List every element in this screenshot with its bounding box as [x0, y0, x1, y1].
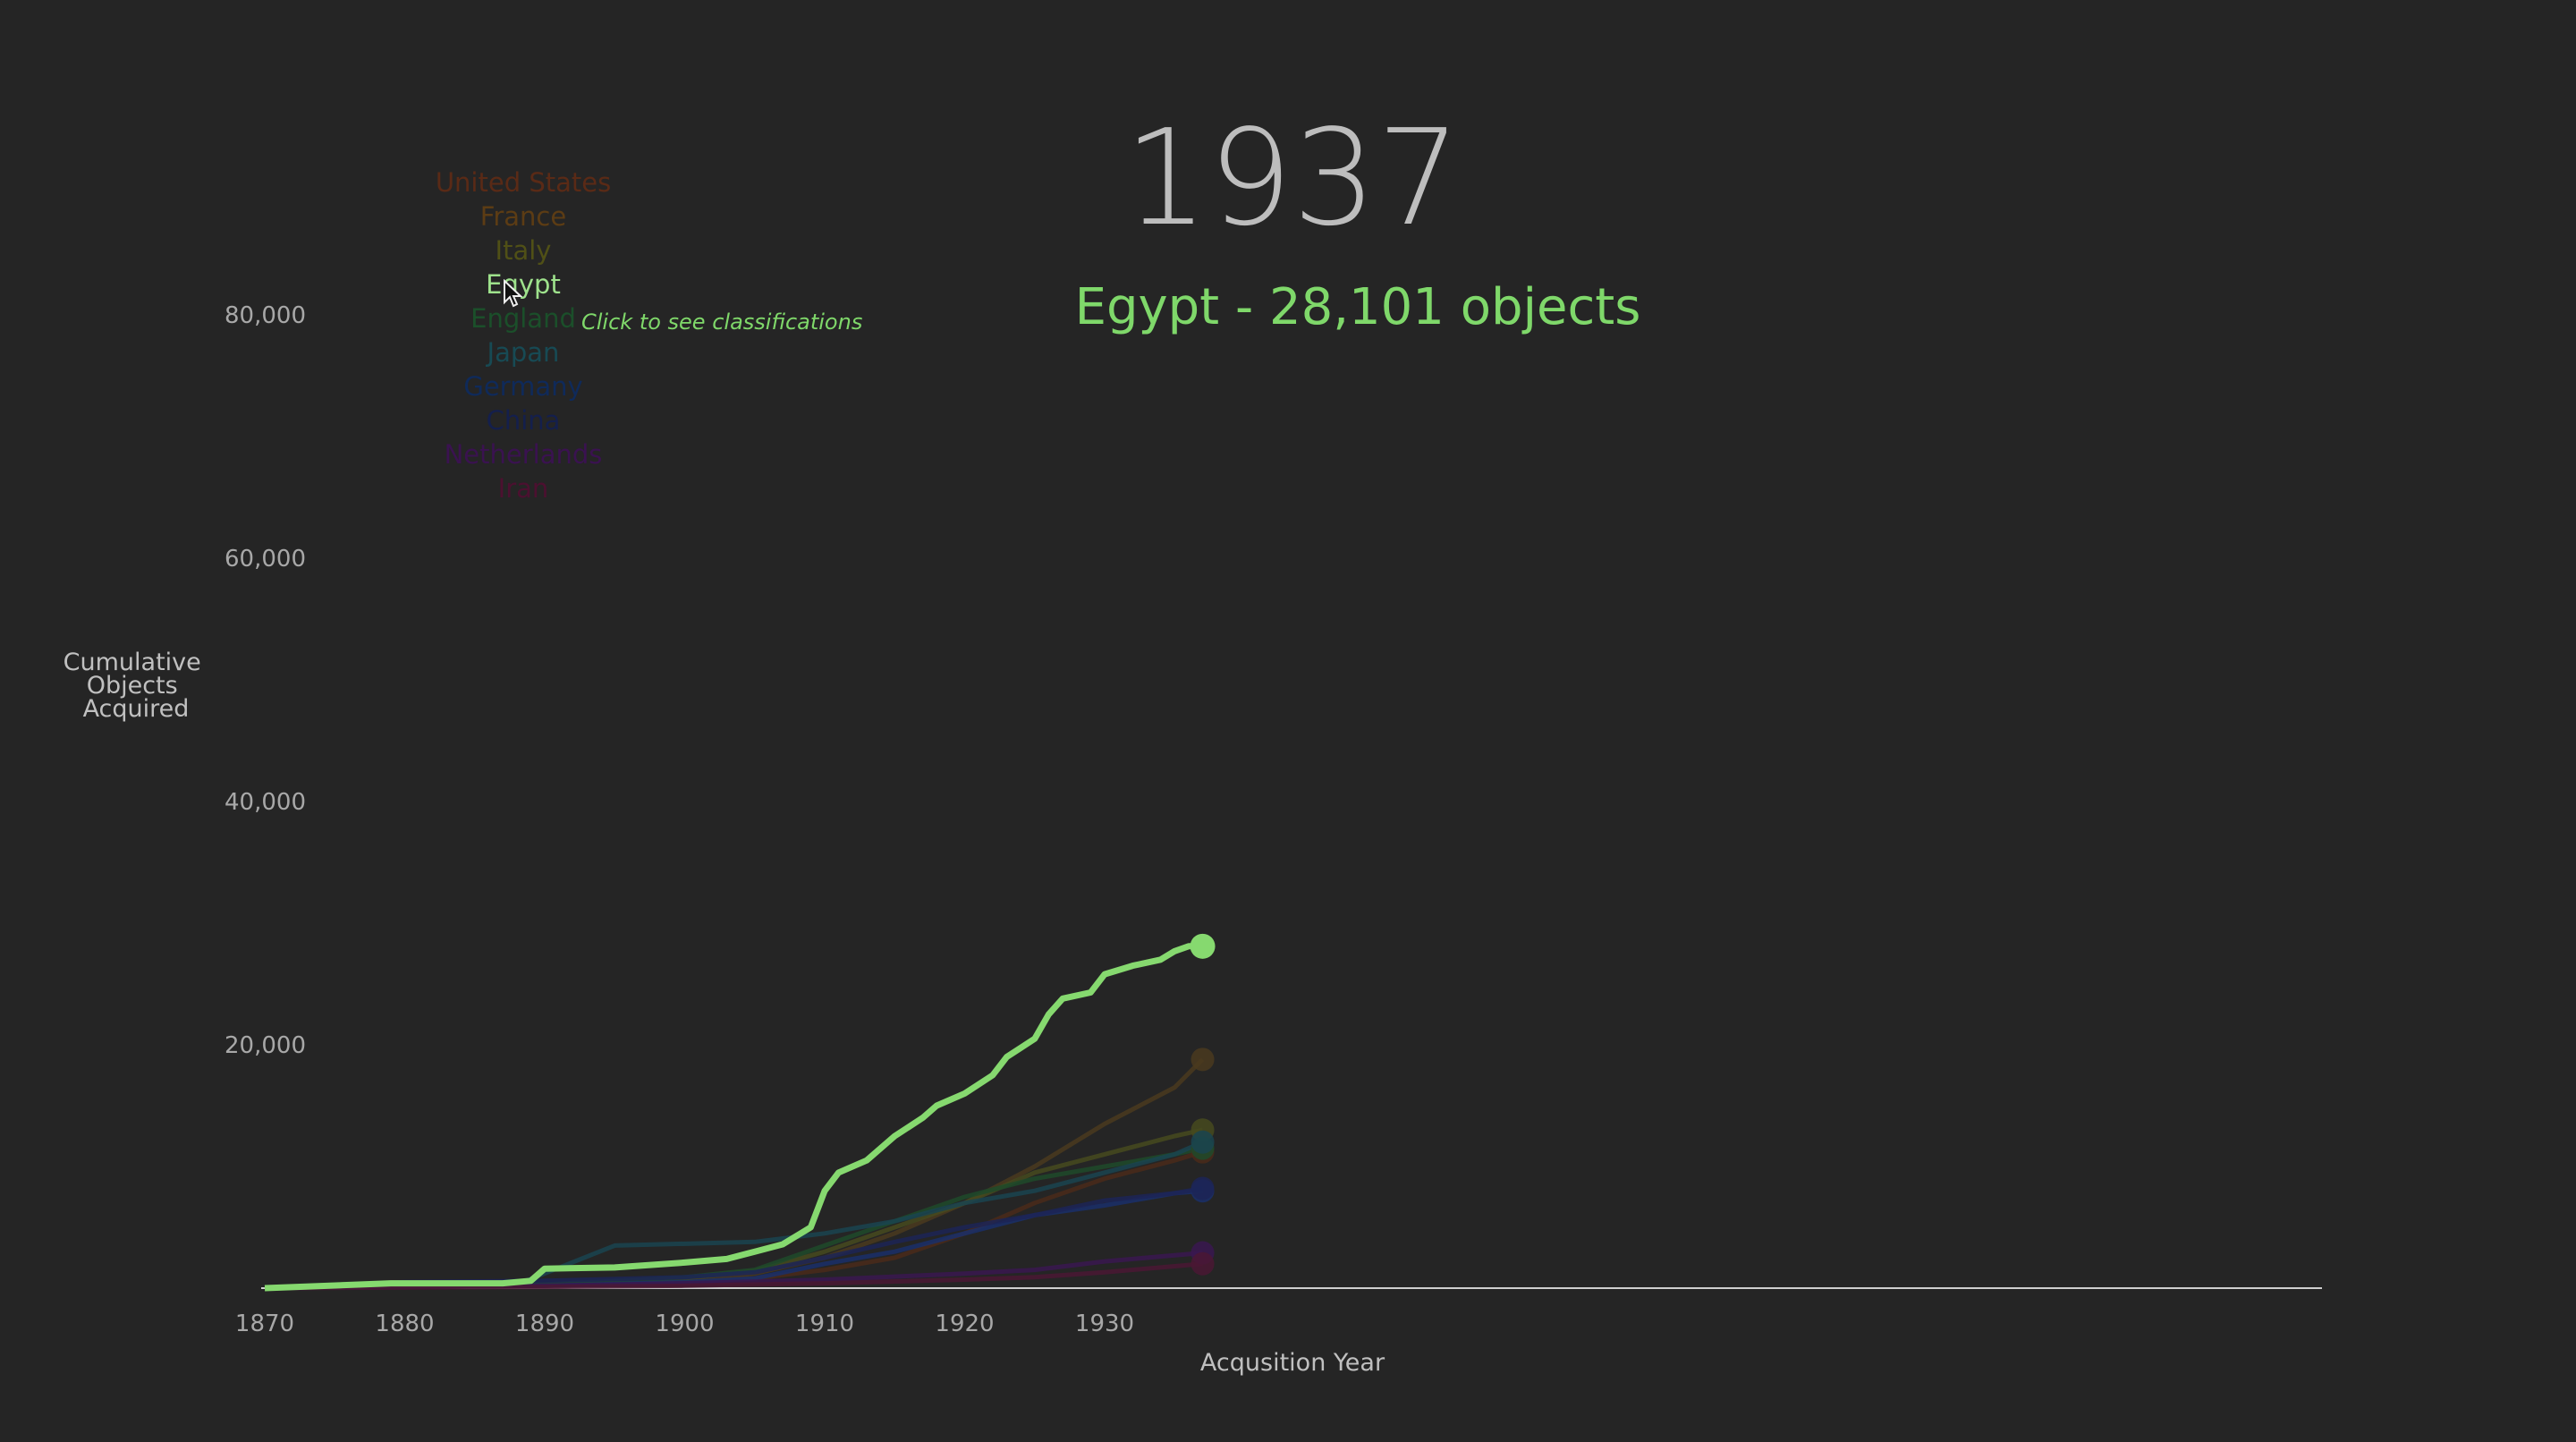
x-tick-label: 1910: [795, 1311, 854, 1337]
series-line-japan[interactable]: [264, 1140, 1204, 1291]
legend-item-england[interactable]: England: [470, 303, 576, 334]
series-end-marker[interactable]: [1191, 1251, 1215, 1276]
y-axis: 20,000 40,000 60,000 80,000: [225, 302, 306, 1059]
y-tick-label: 40,000: [225, 789, 306, 816]
series-end-marker[interactable]: [1191, 1176, 1215, 1200]
legend-item-germany[interactable]: Germany: [463, 371, 583, 402]
country-legend: United States France Italy Egypt England Japa…: [420, 165, 626, 505]
x-axis: 1870 1880 1890 1900 1910 1920 1930: [235, 1287, 2322, 1337]
legend-item-china[interactable]: China: [486, 405, 561, 436]
series-end-marker[interactable]: [1191, 1130, 1215, 1154]
legend-item-japan[interactable]: Japan: [487, 337, 560, 368]
x-tick-label: 1930: [1075, 1311, 1134, 1337]
legend-item-iran[interactable]: Iran: [497, 473, 549, 504]
x-tick-label: 1900: [655, 1311, 714, 1337]
series-end-marker[interactable]: [1191, 1048, 1215, 1072]
y-tick-label: 80,000: [225, 302, 306, 329]
legend-item-egypt[interactable]: Egypt: [486, 269, 561, 300]
x-tick-label: 1870: [235, 1311, 294, 1337]
x-tick-label: 1880: [375, 1311, 434, 1337]
y-axis-label-line: Objects: [87, 672, 178, 700]
series-line-egypt[interactable]: [264, 943, 1203, 1292]
legend-item-united-states[interactable]: United States: [435, 167, 612, 198]
legend-item-france[interactable]: France: [479, 201, 567, 232]
legend-hint: Click to see classifications: [581, 310, 863, 335]
x-tick-label: 1890: [515, 1311, 574, 1337]
x-axis-label: Acqusition Year: [1200, 1349, 1385, 1377]
selected-country-summary: Egypt - 28,101 objects: [1075, 278, 1641, 336]
legend-item-netherlands[interactable]: Netherlands: [444, 439, 603, 470]
series-end-marker[interactable]: [1190, 933, 1216, 959]
legend-item-italy[interactable]: Italy: [495, 235, 552, 266]
y-tick-label: 20,000: [225, 1032, 306, 1059]
y-tick-label: 60,000: [225, 546, 306, 573]
series-end-markers: [1190, 933, 1216, 1276]
year-title: 1937: [1124, 101, 1462, 255]
mouse-cursor-icon: [504, 279, 522, 308]
y-axis-label-line: Acquired: [83, 695, 190, 723]
y-axis-label: Cumulative Objects Acquired: [64, 649, 209, 723]
series-lines: [264, 943, 1205, 1292]
x-tick-label: 1920: [935, 1311, 994, 1337]
series-line-iran[interactable]: [264, 1261, 1203, 1291]
